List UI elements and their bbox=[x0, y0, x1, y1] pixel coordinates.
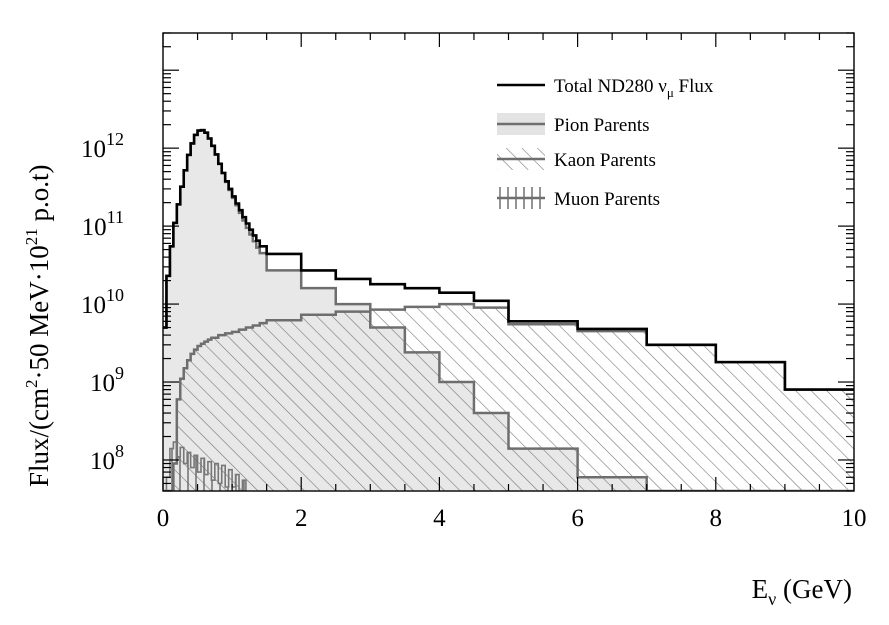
x-tick-label: 10 bbox=[842, 505, 867, 532]
y-axis-ticks: 108 109 1010 1011 1012 bbox=[81, 32, 854, 492]
y-tick-label: 1010 bbox=[81, 285, 124, 319]
y-axis-title: Flux/(cm2·50 MeV·1021 p.o.t) bbox=[22, 165, 54, 487]
legend-item-pion: Pion Parents bbox=[497, 113, 650, 136]
x-tick-label: 8 bbox=[710, 505, 723, 532]
y-tick-label: 1012 bbox=[81, 129, 124, 163]
x-tick-label: 0 bbox=[157, 505, 170, 532]
legend-label-kaon: Kaon Parents bbox=[554, 150, 656, 171]
legend: Total ND280 νμ Flux Pion Parents Kaon Pa… bbox=[497, 76, 714, 210]
x-tick-label: 2 bbox=[295, 505, 308, 532]
x-tick-label: 4 bbox=[433, 505, 446, 532]
legend-item-kaon: Kaon Parents bbox=[497, 148, 656, 171]
legend-item-muon: Muon Parents bbox=[497, 187, 660, 210]
y-tick-label: 109 bbox=[90, 363, 124, 397]
kaon-parents-hatch bbox=[163, 304, 854, 491]
x-tick-label: 6 bbox=[571, 505, 584, 532]
legend-item-total: Total ND280 νμ Flux bbox=[497, 76, 714, 100]
legend-label-muon: Muon Parents bbox=[554, 189, 660, 210]
legend-label-total: Total ND280 νμ Flux bbox=[554, 76, 714, 100]
kaon-parents-line bbox=[163, 302, 854, 491]
x-axis-ticks: 0 2 4 6 8 10 bbox=[157, 33, 867, 532]
y-tick-label: 1011 bbox=[82, 207, 124, 241]
plot-area bbox=[163, 128, 854, 491]
muon-parents-hatch bbox=[166, 442, 246, 491]
y-tick-label: 108 bbox=[90, 441, 124, 475]
x-axis-title: Eν (GeV) bbox=[752, 574, 852, 609]
total-flux-line bbox=[163, 128, 854, 391]
legend-label-pion: Pion Parents bbox=[554, 115, 650, 136]
